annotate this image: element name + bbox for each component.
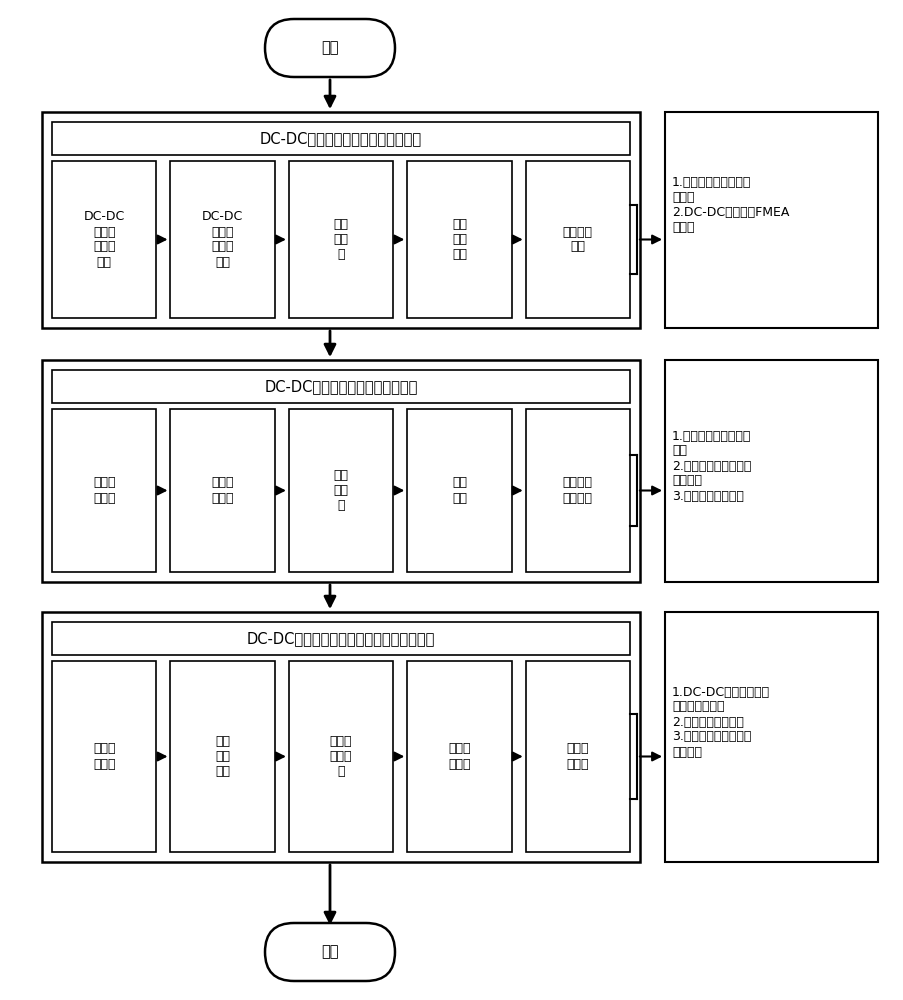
Bar <box>52 661 156 852</box>
Text: 进行试
验前准
备: 进行试 验前准 备 <box>330 735 352 778</box>
Bar <box>288 409 393 572</box>
Text: 元器
件组
成: 元器 件组 成 <box>333 218 349 261</box>
Text: 材料
定义: 材料 定义 <box>452 477 466 504</box>
Text: 1.失效模式和失效机理
总结表
2.DC-DC电源模块FMEA
分析表: 1.失效模式和失效机理 总结表 2.DC-DC电源模块FMEA 分析表 <box>671 176 788 234</box>
Bar <box>406 161 511 318</box>
Bar <box>52 122 629 155</box>
Bar <box>52 622 629 655</box>
Bar <box>42 112 639 328</box>
Bar <box>665 612 877 862</box>
Bar <box>42 612 639 862</box>
Bar <box>52 161 156 318</box>
Bar <box>52 409 156 572</box>
Text: 设计
试验
方法: 设计 试验 方法 <box>215 735 230 778</box>
Bar <box>525 161 629 318</box>
Bar <box>665 360 877 582</box>
Text: 确定仿
真环境: 确定仿 真环境 <box>93 477 116 504</box>
Text: DC-DC电源模块失效模式与影响分析: DC-DC电源模块失效模式与影响分析 <box>260 131 422 146</box>
Text: 建模
与装
配: 建模 与装 配 <box>333 469 349 512</box>
Text: 建模简
化原则: 建模简 化原则 <box>211 477 234 504</box>
Bar <box>525 409 629 572</box>
Bar <box>525 661 629 852</box>
Text: DC-DC电源模块可靠性强化试验与结果分析: DC-DC电源模块可靠性强化试验与结果分析 <box>247 631 434 646</box>
Text: 开始: 开始 <box>321 40 339 55</box>
Text: DC-DC电源模块薄弱环节仿真研究: DC-DC电源模块薄弱环节仿真研究 <box>264 379 417 394</box>
Bar <box>406 409 511 572</box>
Bar <box>170 409 275 572</box>
Bar <box>406 661 511 852</box>
FancyBboxPatch shape <box>265 923 395 981</box>
Bar <box>665 112 877 328</box>
Bar <box>288 161 393 318</box>
Text: 具体
失效
模式: 具体 失效 模式 <box>452 218 466 261</box>
Text: 调研相
关文献: 调研相 关文献 <box>93 742 116 770</box>
FancyBboxPatch shape <box>265 19 395 77</box>
Bar <box>42 360 639 582</box>
Text: 1.主要发热器件的发热
功率
2.主要发热器件的材料
特性参数
3.仿真确定薄弱环节: 1.主要发热器件的发热 功率 2.主要发热器件的材料 特性参数 3.仿真确定薄弱… <box>671 430 750 502</box>
Text: DC-DC
电源模
块内部
结构: DC-DC 电源模 块内部 结构 <box>201 211 243 268</box>
Text: 结束: 结束 <box>321 944 339 960</box>
Text: DC-DC
电源模
块工作
原理: DC-DC 电源模 块工作 原理 <box>83 211 125 268</box>
Text: 进行强
化试验: 进行强 化试验 <box>566 742 589 770</box>
Text: 具体载荷
施加方案: 具体载荷 施加方案 <box>563 477 592 504</box>
Text: 搭建试
验系统: 搭建试 验系统 <box>448 742 470 770</box>
Text: 具体失效
机理: 具体失效 机理 <box>563 226 592 253</box>
Text: 1.DC-DC电源模块可靠
性强化试验平台
2.强化试验数据分析
3.结合仿真结果，确定
薄弱环节: 1.DC-DC电源模块可靠 性强化试验平台 2.强化试验数据分析 3.结合仿真结… <box>671 686 769 758</box>
Bar <box>288 661 393 852</box>
Bar <box>52 370 629 403</box>
Bar <box>170 661 275 852</box>
Bar <box>170 161 275 318</box>
